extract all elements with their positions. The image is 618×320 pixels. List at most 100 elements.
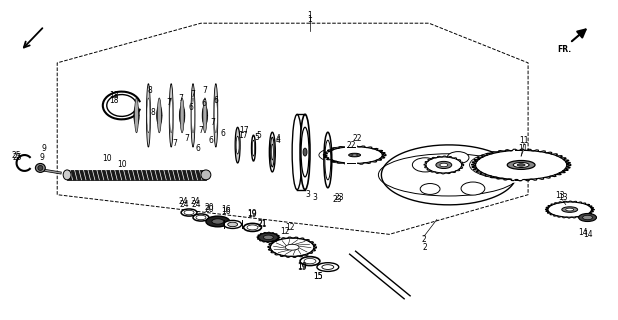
Ellipse shape bbox=[440, 163, 448, 167]
Text: 24: 24 bbox=[190, 197, 200, 206]
Text: 18: 18 bbox=[109, 96, 119, 105]
Ellipse shape bbox=[212, 219, 224, 224]
Ellipse shape bbox=[461, 182, 485, 195]
Text: 7: 7 bbox=[190, 90, 195, 99]
Text: 7: 7 bbox=[185, 134, 190, 143]
Text: 23: 23 bbox=[333, 195, 342, 204]
Ellipse shape bbox=[470, 150, 561, 180]
Text: 10: 10 bbox=[117, 160, 127, 170]
Text: 23: 23 bbox=[335, 193, 345, 202]
Text: 14: 14 bbox=[578, 228, 588, 237]
Ellipse shape bbox=[292, 114, 302, 190]
Polygon shape bbox=[157, 106, 162, 125]
Ellipse shape bbox=[286, 244, 299, 250]
Text: 22: 22 bbox=[347, 140, 357, 150]
Text: 25: 25 bbox=[13, 153, 22, 162]
Ellipse shape bbox=[227, 222, 238, 227]
Ellipse shape bbox=[513, 163, 529, 167]
Ellipse shape bbox=[304, 259, 316, 264]
Ellipse shape bbox=[224, 220, 242, 228]
Text: 24: 24 bbox=[179, 200, 189, 209]
Text: 21: 21 bbox=[258, 219, 267, 228]
Text: 1: 1 bbox=[308, 11, 312, 20]
Ellipse shape bbox=[252, 140, 255, 156]
Ellipse shape bbox=[214, 98, 218, 133]
Ellipse shape bbox=[35, 164, 45, 172]
Ellipse shape bbox=[158, 98, 161, 133]
Text: 6: 6 bbox=[201, 99, 206, 108]
Text: 4: 4 bbox=[276, 134, 281, 143]
Text: 18: 18 bbox=[109, 91, 119, 100]
Text: 19: 19 bbox=[297, 263, 307, 272]
Ellipse shape bbox=[420, 184, 440, 195]
Text: 19: 19 bbox=[297, 261, 307, 271]
Text: 22: 22 bbox=[353, 134, 362, 143]
Ellipse shape bbox=[303, 148, 307, 156]
Ellipse shape bbox=[191, 84, 195, 147]
Ellipse shape bbox=[578, 213, 596, 221]
Text: 17: 17 bbox=[238, 131, 247, 140]
Ellipse shape bbox=[507, 161, 535, 169]
Text: 24: 24 bbox=[178, 197, 188, 206]
Text: 7: 7 bbox=[179, 94, 184, 103]
Text: 20: 20 bbox=[204, 203, 214, 212]
Text: 6: 6 bbox=[213, 96, 218, 105]
Text: 7: 7 bbox=[210, 118, 215, 127]
Ellipse shape bbox=[192, 98, 195, 133]
Ellipse shape bbox=[203, 98, 207, 133]
Ellipse shape bbox=[201, 170, 211, 180]
Text: 10: 10 bbox=[102, 154, 112, 163]
Ellipse shape bbox=[135, 98, 138, 133]
Text: 12: 12 bbox=[286, 223, 295, 232]
Ellipse shape bbox=[180, 98, 184, 133]
Text: 11: 11 bbox=[519, 144, 528, 153]
Ellipse shape bbox=[300, 114, 310, 190]
Text: 2: 2 bbox=[423, 243, 428, 252]
Text: 20: 20 bbox=[204, 205, 214, 214]
Polygon shape bbox=[134, 106, 139, 125]
Ellipse shape bbox=[352, 154, 358, 156]
Text: 13: 13 bbox=[558, 193, 567, 202]
Text: 7: 7 bbox=[203, 86, 208, 95]
Text: 2: 2 bbox=[421, 235, 426, 244]
Polygon shape bbox=[203, 106, 208, 125]
Ellipse shape bbox=[270, 238, 314, 256]
Ellipse shape bbox=[325, 140, 331, 180]
Ellipse shape bbox=[319, 147, 375, 164]
Text: 1: 1 bbox=[308, 15, 312, 24]
Ellipse shape bbox=[147, 98, 150, 133]
Text: 8: 8 bbox=[151, 108, 156, 117]
Text: 12: 12 bbox=[281, 227, 290, 236]
Text: 16: 16 bbox=[221, 205, 231, 214]
Ellipse shape bbox=[235, 127, 240, 163]
Ellipse shape bbox=[327, 147, 383, 164]
Ellipse shape bbox=[412, 158, 438, 172]
Text: 5: 5 bbox=[254, 133, 259, 142]
Ellipse shape bbox=[426, 157, 462, 173]
Ellipse shape bbox=[169, 84, 173, 147]
Ellipse shape bbox=[247, 225, 258, 230]
Ellipse shape bbox=[181, 209, 197, 216]
Bar bbox=[67, 170, 206, 180]
Ellipse shape bbox=[271, 144, 273, 160]
Text: FR.: FR. bbox=[557, 45, 572, 54]
Ellipse shape bbox=[252, 135, 255, 161]
Ellipse shape bbox=[63, 170, 71, 180]
Ellipse shape bbox=[263, 235, 273, 240]
Text: 7: 7 bbox=[167, 98, 172, 107]
Ellipse shape bbox=[517, 164, 525, 166]
Text: 16: 16 bbox=[221, 207, 231, 216]
Ellipse shape bbox=[562, 207, 578, 212]
Text: 17: 17 bbox=[239, 126, 248, 135]
Ellipse shape bbox=[475, 150, 567, 180]
Ellipse shape bbox=[196, 215, 206, 220]
Ellipse shape bbox=[236, 136, 239, 154]
Ellipse shape bbox=[270, 137, 274, 167]
Text: 3: 3 bbox=[305, 190, 310, 199]
Text: 7: 7 bbox=[198, 126, 203, 135]
Text: 19: 19 bbox=[248, 210, 257, 219]
Ellipse shape bbox=[258, 233, 278, 242]
Text: 4: 4 bbox=[276, 136, 281, 145]
Ellipse shape bbox=[447, 152, 469, 164]
Ellipse shape bbox=[301, 127, 309, 177]
